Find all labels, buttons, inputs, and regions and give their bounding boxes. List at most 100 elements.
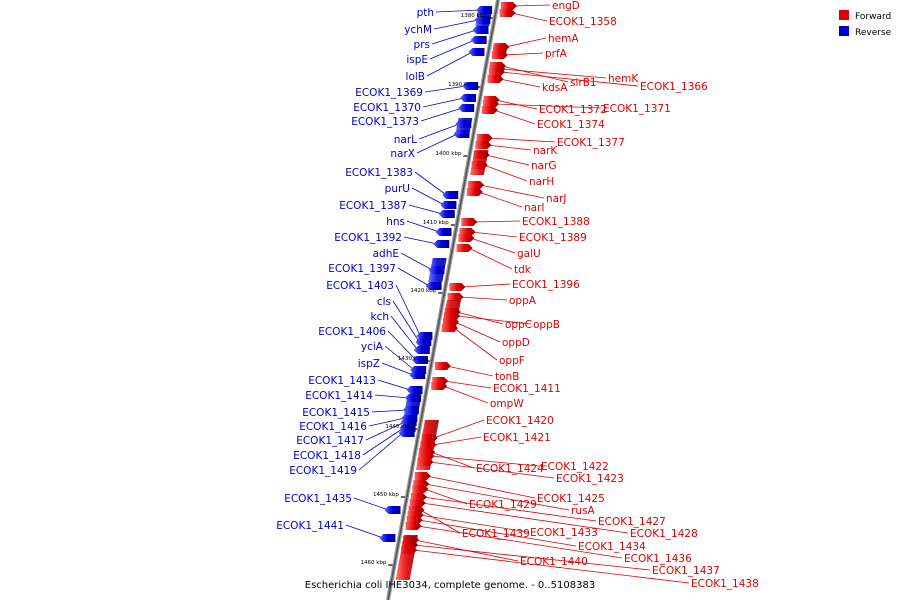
gene-label-reverse[interactable]: ECOK1_1387 — [339, 200, 407, 212]
gene-label-forward[interactable]: ECOK1_1374 — [537, 119, 605, 131]
gene-label-forward[interactable]: narI — [524, 202, 545, 214]
gene-label-forward[interactable]: ECOK1_1366 — [640, 81, 708, 93]
feature-reverse[interactable] — [415, 338, 432, 346]
feature-forward[interactable] — [475, 141, 492, 149]
gene-label-forward[interactable]: ECOK1_1434 — [578, 541, 646, 553]
gene-label-forward[interactable]: oppD — [502, 337, 530, 349]
gene-label-forward[interactable]: ECOK1_1420 — [486, 415, 554, 427]
feature-reverse[interactable] — [462, 82, 479, 90]
gene-label-reverse[interactable]: ECOK1_1414 — [305, 390, 373, 402]
gene-label-forward[interactable]: ECOK1_1396 — [512, 279, 580, 291]
gene-label-reverse[interactable]: ECOK1_1403 — [326, 280, 394, 292]
feature-forward[interactable] — [476, 134, 493, 142]
gene-label-forward[interactable]: rusA — [571, 505, 595, 517]
gene-label-forward[interactable]: sirB1 — [570, 77, 597, 89]
gene-label-forward[interactable]: ECOK1_1438 — [691, 578, 759, 590]
gene-label-forward[interactable]: ECOK1_1424 — [476, 463, 544, 475]
gene-label-forward[interactable]: prfA — [545, 48, 568, 60]
feature-forward[interactable] — [499, 9, 516, 17]
gene-label-forward[interactable]: ECOK1_1439 — [462, 528, 530, 540]
gene-label-forward[interactable]: galU — [517, 248, 541, 260]
gene-label-forward[interactable]: oppB — [533, 319, 560, 331]
gene-label-forward[interactable]: ECOK1_1425 — [537, 493, 605, 505]
gene-label-forward[interactable]: kdsA — [542, 82, 568, 94]
feature-forward-cluster[interactable] — [491, 45, 508, 58]
gene-label-reverse[interactable]: ECOK1_1417 — [296, 435, 364, 447]
gene-label-forward[interactable]: tonB — [495, 371, 519, 383]
gene-label-reverse[interactable]: ECOK1_1383 — [345, 167, 413, 179]
gene-label-forward[interactable]: engD — [552, 0, 580, 12]
gene-label-forward[interactable]: ECOK1_1437 — [652, 565, 720, 577]
feature-reverse[interactable] — [438, 210, 455, 218]
gene-label-forward[interactable]: ECOK1_1372 — [539, 104, 607, 116]
gene-label-reverse[interactable]: cls — [377, 296, 391, 308]
feature-forward[interactable] — [409, 499, 426, 507]
gene-label-reverse[interactable]: ychM — [404, 24, 432, 36]
gene-label-reverse[interactable]: ECOK1_1397 — [328, 263, 396, 275]
feature-reverse[interactable] — [435, 228, 452, 236]
gene-label-reverse[interactable]: ECOK1_1369 — [355, 87, 423, 99]
feature-forward[interactable] — [405, 522, 422, 530]
feature-reverse-cluster[interactable] — [475, 10, 493, 26]
gene-label-forward[interactable]: ECOK1_1440 — [520, 556, 588, 568]
feature-forward-cluster[interactable] — [469, 150, 489, 175]
gene-label-forward[interactable]: ompW — [490, 398, 524, 410]
feature-forward[interactable] — [456, 244, 473, 252]
feature-reverse[interactable] — [425, 282, 442, 290]
gene-label-forward[interactable]: ECOK1_1358 — [549, 16, 617, 28]
feature-reverse-cluster[interactable] — [403, 395, 422, 415]
feature-forward[interactable] — [458, 234, 475, 242]
gene-label-reverse[interactable]: purU — [385, 183, 410, 195]
gene-label-reverse[interactable]: hns — [386, 216, 405, 228]
feature-reverse[interactable] — [433, 240, 450, 248]
feature-forward[interactable] — [412, 485, 429, 493]
gene-label-forward[interactable]: hemK — [608, 73, 639, 85]
gene-label-reverse[interactable]: ispZ — [358, 358, 380, 370]
gene-label-reverse[interactable]: ECOK1_1415 — [302, 407, 370, 419]
gene-label-forward[interactable]: narJ — [546, 193, 567, 205]
feature-reverse[interactable] — [442, 191, 459, 199]
gene-label-forward[interactable]: ECOK1_1421 — [483, 432, 551, 444]
gene-label-forward[interactable]: hemA — [548, 33, 579, 45]
gene-label-reverse[interactable]: ispE — [406, 54, 428, 66]
feature-reverse[interactable] — [440, 201, 457, 209]
gene-label-reverse[interactable]: ECOK1_1441 — [276, 520, 344, 532]
gene-label-reverse[interactable]: yciA — [361, 341, 384, 353]
gene-label-reverse[interactable]: pth — [417, 7, 434, 19]
feature-reverse[interactable] — [398, 429, 415, 437]
gene-label-forward[interactable]: ECOK1_1411 — [493, 383, 561, 395]
gene-label-reverse[interactable]: prs — [414, 39, 430, 51]
gene-label-forward[interactable]: ECOK1_1377 — [557, 137, 625, 149]
gene-label-reverse[interactable]: narL — [394, 134, 417, 146]
feature-reverse-cluster[interactable] — [455, 118, 473, 134]
gene-label-forward[interactable]: ECOK1_1427 — [598, 516, 666, 528]
feature-forward[interactable] — [500, 2, 517, 10]
gene-label-reverse[interactable]: kch — [370, 311, 389, 323]
feature-reverse[interactable] — [379, 534, 396, 542]
feature-reverse[interactable] — [413, 346, 430, 354]
gene-label-forward[interactable]: narH — [529, 176, 554, 188]
gene-label-forward[interactable]: ECOK1_1423 — [556, 473, 624, 485]
gene-label-reverse[interactable]: narX — [390, 148, 415, 160]
feature-forward[interactable] — [466, 188, 483, 196]
feature-forward[interactable] — [447, 293, 464, 301]
gene-label-reverse[interactable]: ECOK1_1435 — [284, 493, 352, 505]
feature-forward[interactable] — [468, 181, 485, 189]
gene-label-forward[interactable]: ECOK1_1436 — [624, 553, 692, 565]
feature-reverse[interactable] — [472, 26, 489, 34]
feature-forward[interactable] — [487, 75, 504, 83]
feature-forward-cluster[interactable] — [395, 535, 418, 580]
feature-reverse[interactable] — [468, 48, 485, 56]
feature-reverse[interactable] — [406, 386, 423, 394]
feature-reverse[interactable] — [412, 356, 428, 364]
gene-label-reverse[interactable]: ECOK1_1373 — [351, 116, 419, 128]
feature-forward[interactable] — [449, 283, 466, 291]
feature-reverse[interactable] — [460, 94, 477, 102]
feature-forward[interactable] — [434, 362, 451, 370]
gene-label-forward[interactable]: oppA — [509, 295, 537, 307]
gene-label-forward[interactable]: ECOK1_1388 — [522, 216, 590, 228]
gene-label-reverse[interactable]: ECOK1_1413 — [308, 375, 376, 387]
feature-reverse[interactable] — [470, 36, 487, 44]
gene-label-forward[interactable]: ECOK1_1428 — [630, 528, 698, 540]
gene-label-reverse[interactable]: ECOK1_1418 — [293, 450, 361, 462]
